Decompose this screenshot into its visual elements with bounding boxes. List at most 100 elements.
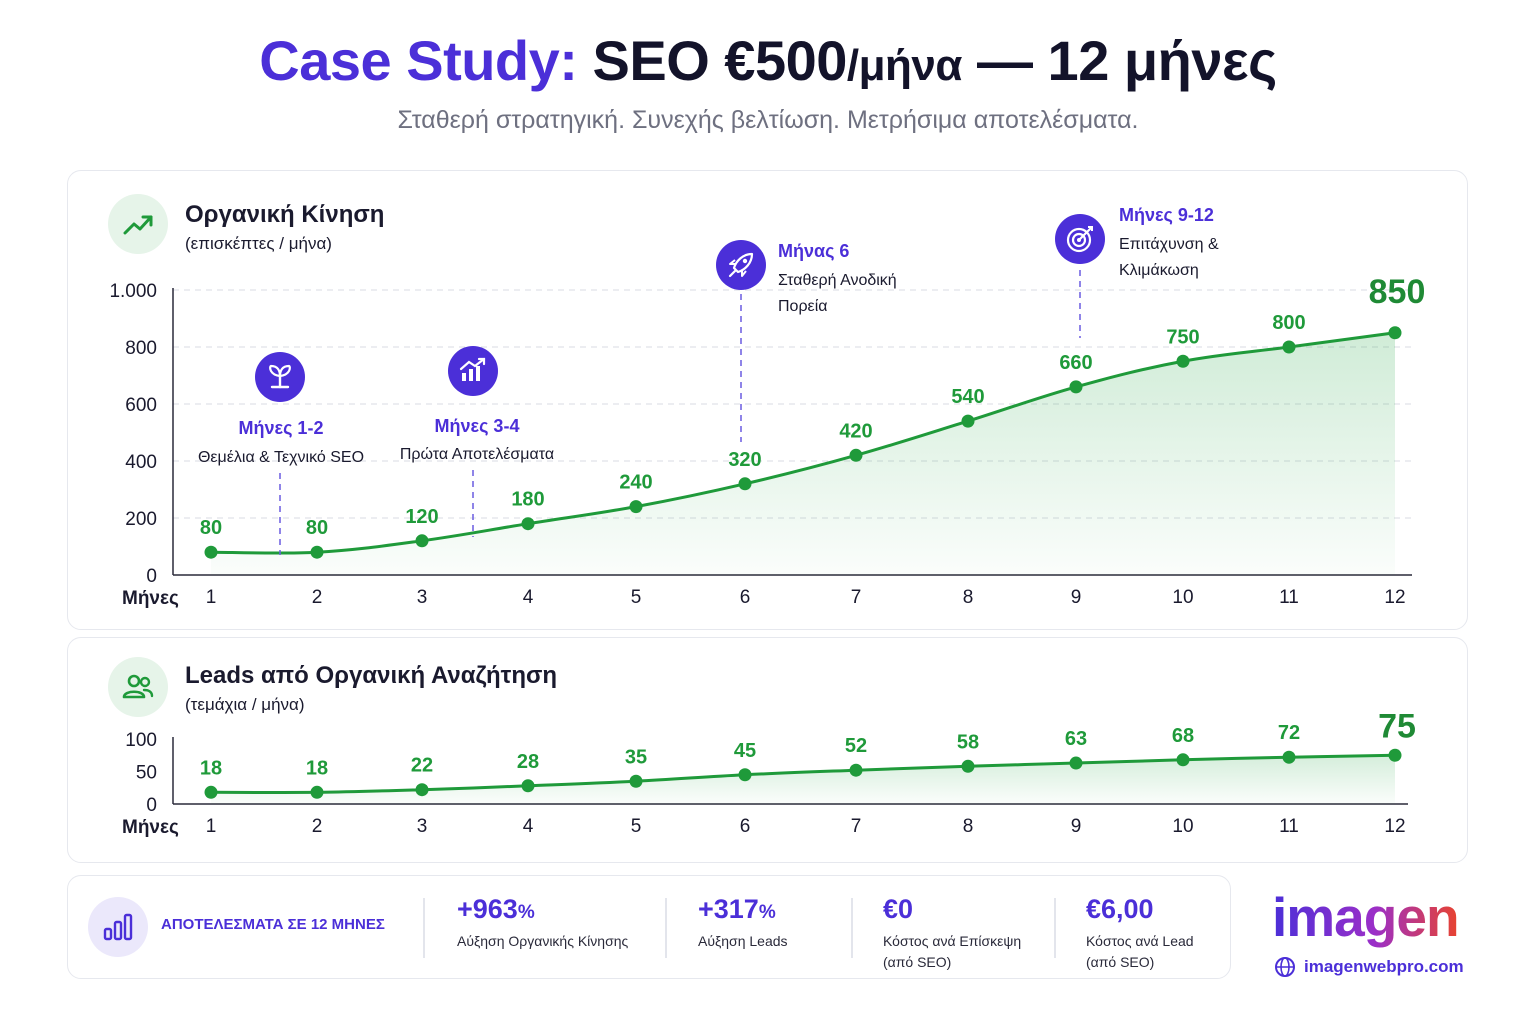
data-point <box>415 783 429 797</box>
x-tick-label: 11 <box>1279 816 1299 837</box>
data-label: 68 <box>1172 725 1194 747</box>
data-label: 420 <box>839 420 872 442</box>
trend-up-icon <box>108 194 168 254</box>
data-point <box>521 779 535 793</box>
icon-stroke <box>741 270 747 277</box>
icon-stroke <box>1077 226 1093 242</box>
data-point <box>204 545 218 559</box>
data-label: 18 <box>200 757 222 779</box>
milestone-desc: Πορεία <box>778 298 828 315</box>
stat-value: €6,00 <box>1086 894 1154 924</box>
y-tick-label: 800 <box>125 338 157 359</box>
data-point <box>849 448 863 462</box>
leads-title: Leads από Οργανική Αναζήτηση <box>185 662 558 689</box>
data-point <box>849 763 863 777</box>
data-point <box>961 414 975 428</box>
data-label: 850 <box>1369 273 1426 311</box>
icon-stroke <box>1088 226 1093 231</box>
brand-url[interactable]: imagenwebpro.com <box>1274 956 1464 978</box>
users-icon <box>108 657 168 717</box>
data-point <box>310 785 324 799</box>
divider <box>851 898 853 958</box>
data-label: 80 <box>200 517 222 539</box>
x-tick-label: 4 <box>523 816 534 837</box>
milestone-title: Μήνες 3-4 <box>435 416 520 436</box>
data-label: 75 <box>1378 707 1416 745</box>
stat-leads-growth: +317% Αύξηση Leads <box>698 894 788 952</box>
series-line <box>209 753 1397 795</box>
x-tick-label: 6 <box>740 587 751 608</box>
title-duration: — 12 μήνες <box>961 29 1277 92</box>
y-tick-label: 400 <box>125 452 157 473</box>
milestone-title: Μήνες 1-2 <box>239 418 324 438</box>
icon-stroke <box>1071 232 1087 248</box>
stat-value: €0 <box>883 894 914 924</box>
x-tick-label: 3 <box>417 587 428 608</box>
data-point <box>415 534 429 548</box>
data-label: 80 <box>306 517 328 539</box>
x-tick-label: 5 <box>631 816 642 837</box>
x-tick-label: 8 <box>963 587 974 608</box>
leads-panel: Leads από Οργανική Αναζήτηση (τεμάχια / … <box>67 637 1468 863</box>
data-label: 240 <box>619 472 652 494</box>
icon-bar <box>462 373 466 381</box>
data-point <box>1176 753 1190 767</box>
data-label: 800 <box>1272 312 1305 334</box>
data-label: 35 <box>625 746 647 768</box>
x-tick-label: 12 <box>1384 816 1405 837</box>
stat-value: +963 <box>457 894 518 924</box>
x-tick-label: 1 <box>206 816 217 837</box>
series-line <box>209 331 1397 555</box>
x-axis-label: Μήνες <box>122 588 179 609</box>
data-point <box>1388 326 1402 340</box>
x-tick-label: 8 <box>963 816 974 837</box>
data-label: 63 <box>1065 728 1087 750</box>
data-point <box>1282 750 1296 764</box>
logo-text: imagen <box>1272 886 1459 948</box>
page-title: Case Study: SEO €500/μήνα — 12 μήνες <box>0 28 1536 93</box>
area-fill <box>211 755 1395 804</box>
data-point <box>1069 380 1083 394</box>
x-tick-label: 1 <box>206 587 217 608</box>
traffic-chart: 0 200 400 600 800 1.000 80 80 120 180 240 320 420 540… <box>109 273 1425 609</box>
stat-cost-per-lead: €6,00 Κόστος ανά Lead (από SEO) <box>1086 894 1194 973</box>
data-label: 72 <box>1278 722 1300 744</box>
x-tick-label: 9 <box>1071 816 1082 837</box>
x-tick-label: 11 <box>1279 587 1299 608</box>
data-label: 18 <box>306 757 328 779</box>
title-per-month: /μήνα <box>846 41 963 90</box>
icon-stroke <box>732 252 754 274</box>
x-tick-label: 10 <box>1172 587 1193 608</box>
data-point <box>629 500 643 514</box>
y-tick-label: 200 <box>125 509 157 530</box>
milestone-desc: Κλιμάκωση <box>1119 262 1199 279</box>
data-label: 320 <box>728 449 761 471</box>
icon-bar <box>469 369 473 381</box>
stat-label: Κόστος ανά Επίσκεψη <box>883 933 1022 949</box>
y-tick-label: 600 <box>125 395 157 416</box>
y-tick-label: 100 <box>125 730 157 751</box>
divider <box>665 898 667 958</box>
y-tick-label: 1.000 <box>109 281 157 302</box>
x-tick-label: 6 <box>740 816 751 837</box>
data-label: 750 <box>1166 326 1199 348</box>
title-case-study: Case Study: <box>259 29 578 92</box>
data-label: 540 <box>951 386 984 408</box>
bar-chart-icon <box>88 897 148 957</box>
traffic-title: Οργανική Κίνηση <box>185 201 385 228</box>
milestone-desc: Επιτάχυνση & <box>1119 236 1219 253</box>
milestone: Μήνες 1-2 Θεμέλια & Τεχνικό SEO <box>198 352 364 555</box>
data-point <box>961 759 975 773</box>
page-subtitle: Σταθερή στρατηγική. Συνεχής βελτίωση. Με… <box>397 106 1139 134</box>
icon-stroke <box>1066 227 1092 253</box>
milestone: Μήνας 6 Σταθερή Ανοδική Πορεία <box>716 240 897 442</box>
milestone: Μήνες 3-4 Πρώτα Αποτελέσματα <box>400 346 554 537</box>
data-label: 58 <box>957 731 979 753</box>
data-point <box>1176 354 1190 368</box>
data-label: 180 <box>511 489 544 511</box>
x-tick-label: 7 <box>851 587 862 608</box>
stat-label: Κόστος ανά Lead <box>1086 933 1194 949</box>
milestone: Μήνες 9-12 Επιτάχυνση & Κλιμάκωση <box>1055 205 1219 338</box>
rocket-icon <box>716 240 766 290</box>
